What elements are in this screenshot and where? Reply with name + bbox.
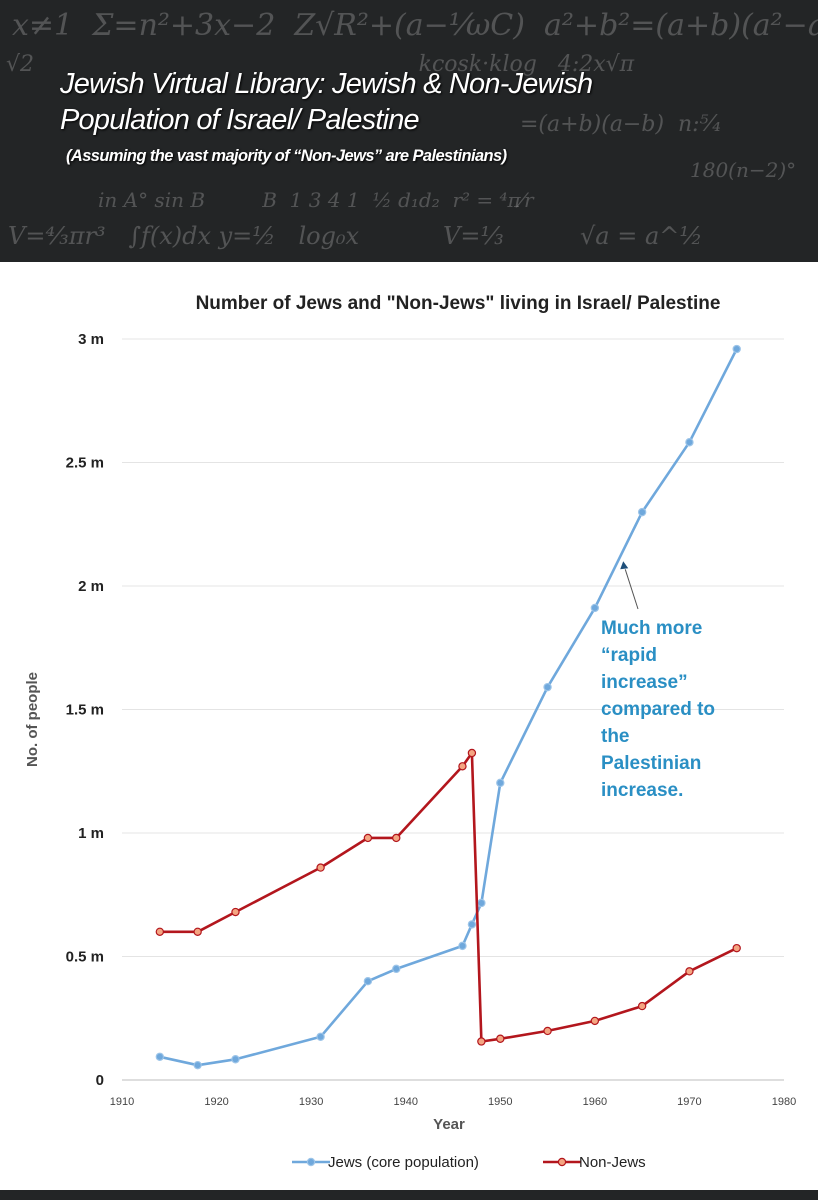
data-point-non-jews <box>231 907 240 917</box>
annotation-text: increase. <box>601 780 683 801</box>
annotation-text: Much more <box>601 618 702 639</box>
data-point-non-jews <box>732 943 741 953</box>
data-point-non-jews <box>392 833 401 843</box>
x-tick-label: 1950 <box>488 1096 512 1108</box>
x-tick-label: 1930 <box>299 1096 323 1108</box>
x-tick-label: 1920 <box>204 1096 228 1108</box>
data-point-jews <box>467 920 477 929</box>
data-point-non-jews <box>543 1026 552 1036</box>
data-point-jews <box>732 344 741 354</box>
math-scribble-decoration: V=⁴⁄₃πr³ ∫f(x)dx y=½ log₀x V=⅓ √a = a^½ <box>8 222 703 250</box>
y-tick-label: 0 <box>96 1072 104 1089</box>
data-point-non-jews <box>363 833 373 843</box>
banner-title: Jewish Virtual Library: Jewish & Non-Jew… <box>60 66 780 138</box>
data-point-non-jews <box>496 1034 505 1043</box>
data-point-non-jews <box>193 927 202 937</box>
annotation-text: increase” <box>601 672 688 693</box>
data-point-non-jews <box>477 1037 486 1046</box>
legend-swatch-marker <box>557 1157 567 1167</box>
math-scribble-decoration: x≠1 Σ=n²+3x−2 Z√R²+(a−¹⁄ωC) a²+b²=(a+b)(… <box>12 8 818 43</box>
annotation-text: the <box>601 726 630 747</box>
y-tick-label: 2.5 m <box>66 455 104 472</box>
data-point-jews <box>458 941 467 951</box>
x-tick-label: 1980 <box>772 1096 796 1108</box>
legend-label: Non-Jews <box>579 1154 646 1171</box>
math-scribble-decoration: in A° sin B B 1 3 4 1 ½ d₁d₂ r² = ⁴π⁄r <box>98 188 534 212</box>
math-scribble-decoration: =(a+b)(a−b) n:⁵⁄₄ <box>520 112 721 137</box>
y-axis-title: No. of people <box>24 672 41 767</box>
data-point-jews <box>231 1055 240 1064</box>
legend-swatch-marker <box>306 1157 316 1167</box>
chart-title: Number of Jews and "Non-Jews" living in … <box>196 293 721 314</box>
data-point-non-jews <box>155 927 165 937</box>
data-point-jews <box>155 1052 165 1061</box>
x-tick-label: 1960 <box>583 1096 607 1108</box>
data-point-non-jews <box>458 762 467 771</box>
data-point-jews <box>637 507 647 517</box>
y-tick-label: 0.5 m <box>66 949 104 966</box>
title-banner: x≠1 Σ=n²+3x−2 Z√R²+(a−¹⁄ωC) a²+b²=(a+b)(… <box>0 0 818 262</box>
data-point-non-jews <box>590 1016 600 1026</box>
data-point-jews <box>496 778 505 788</box>
math-scribble-decoration: √2 kcosk·klog 4:2x√π <box>6 52 635 77</box>
data-point-jews <box>477 898 486 908</box>
x-axis-title: Year <box>433 1116 465 1133</box>
bottom-strip <box>0 1190 818 1200</box>
annotation-arrow-line <box>624 569 639 610</box>
data-point-jews <box>193 1060 202 1070</box>
population-line-chart: Number of Jews and "Non-Jews" living in … <box>24 293 796 1171</box>
y-tick-label: 3 m <box>78 331 104 348</box>
x-tick-label: 1910 <box>110 1096 134 1108</box>
legend-label: Jews (core population) <box>328 1154 479 1171</box>
x-tick-label: 1970 <box>677 1096 701 1108</box>
data-point-jews <box>543 682 552 692</box>
y-tick-label: 1.5 m <box>66 702 104 719</box>
banner-title-line: Population of Israel/ Palestine <box>60 104 420 136</box>
banner-title-line: Jewish Virtual Library: Jewish & Non-Jew… <box>60 68 593 100</box>
data-point-jews <box>316 1032 325 1041</box>
banner-subtitle: (Assuming the vast majority of “Non-Jews… <box>66 147 507 165</box>
data-point-jews <box>685 438 694 447</box>
data-point-non-jews <box>685 967 694 976</box>
y-tick-label: 2 m <box>78 578 104 595</box>
x-tick-label: 1940 <box>393 1096 417 1108</box>
data-point-non-jews <box>637 1001 647 1011</box>
y-tick-label: 1 m <box>78 825 104 842</box>
data-point-jews <box>392 964 401 974</box>
data-point-jews <box>363 977 373 986</box>
annotation-text: compared to <box>601 699 715 720</box>
math-scribble-decoration: 180(n−2)° <box>690 158 797 182</box>
data-point-non-jews <box>467 748 477 758</box>
data-point-jews <box>590 603 600 613</box>
annotation-text: “rapid <box>601 645 657 666</box>
annotation-text: Palestinian <box>601 753 701 774</box>
annotation-arrowhead <box>620 561 629 570</box>
data-point-non-jews <box>316 863 325 872</box>
